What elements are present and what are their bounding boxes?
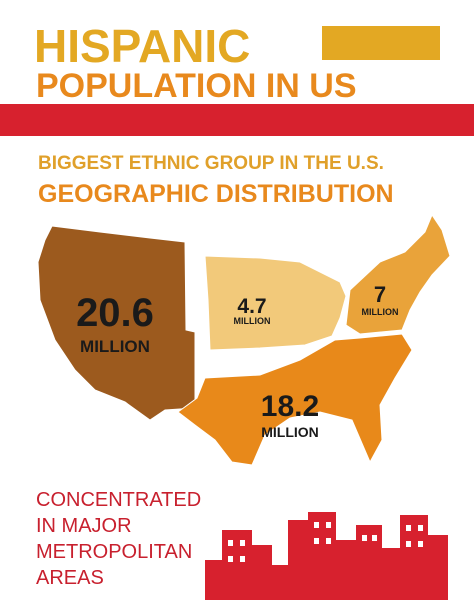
region-value: 7	[374, 282, 386, 307]
region-value: 4.7	[237, 295, 266, 318]
region-west	[37, 225, 196, 421]
region-midwest	[204, 255, 347, 351]
region-value: 18.2	[261, 390, 319, 423]
region-south	[177, 333, 413, 466]
skyline-windows	[228, 522, 423, 562]
skyline	[205, 512, 448, 600]
region-unit: MILLION	[261, 424, 319, 440]
footer-line: CONCENTRATED	[36, 489, 201, 511]
footer-line: IN MAJOR	[36, 515, 132, 537]
title: HISPANIC	[34, 20, 250, 72]
region-northeast	[345, 213, 451, 335]
heading: BIGGEST ETHNIC GROUP IN THE U.S.	[38, 153, 384, 174]
region-unit: MILLION	[362, 307, 399, 317]
region-value: 20.6	[76, 291, 154, 335]
red-band	[0, 104, 474, 136]
region-unit: MILLION	[234, 316, 271, 326]
subtitle: POPULATION IN US	[36, 67, 357, 105]
map	[37, 213, 451, 466]
footer-line: METROPOLITAN	[36, 541, 192, 563]
title-bar	[322, 26, 440, 60]
region-unit: MILLION	[80, 337, 150, 356]
subheading: GEOGRAPHIC DISTRIBUTION	[38, 180, 394, 208]
footer-line: AREAS	[36, 567, 104, 589]
